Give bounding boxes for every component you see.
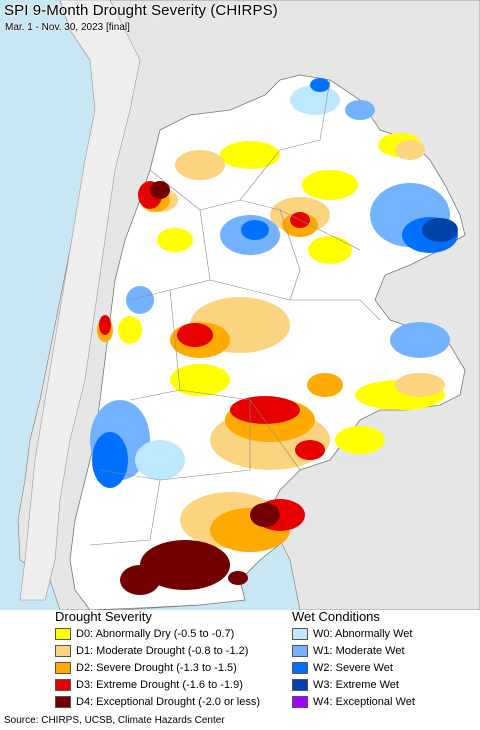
drought-map: SPI 9-Month Drought Severity (CHIRPS) Ma… bbox=[0, 0, 480, 610]
wet-legend-label: W4: Exceptional Wet bbox=[313, 696, 415, 708]
map-subtitle: Mar. 1 - Nov. 30, 2023 [final] bbox=[5, 22, 130, 33]
drought-swatch bbox=[55, 696, 71, 708]
map-canvas bbox=[0, 0, 480, 610]
wet-swatch bbox=[292, 628, 308, 640]
wet-legend-item: W3: Extreme Wet bbox=[292, 678, 399, 692]
drought-patches bbox=[97, 133, 445, 595]
wet-patches bbox=[90, 78, 458, 488]
drought-legend-label: D0: Abnormally Dry (-0.5 to -0.7) bbox=[76, 628, 235, 640]
wet-legend-item: W1: Moderate Wet bbox=[292, 644, 405, 658]
wet-swatch bbox=[292, 679, 308, 691]
drought-legend-item: D4: Exceptional Drought (-2.0 or less) bbox=[55, 695, 260, 709]
wet-swatch bbox=[292, 662, 308, 674]
borders bbox=[89, 79, 400, 546]
wet-legend-item: W0: Abnormally Wet bbox=[292, 627, 412, 641]
chile-strip bbox=[19, 0, 141, 601]
drought-legend-label: D2: Severe Drought (-1.3 to -1.5) bbox=[76, 662, 237, 674]
wet-legend-item: W2: Severe Wet bbox=[292, 661, 393, 675]
drought-legend-label: D4: Exceptional Drought (-2.0 or less) bbox=[76, 696, 261, 708]
wet-swatch bbox=[292, 645, 308, 657]
source-credit: Source: CHIRPS, UCSB, Climate Hazards Ce… bbox=[4, 715, 225, 726]
drought-legend-label: D3: Extreme Drought (-1.6 to -1.9) bbox=[76, 679, 243, 691]
drought-legend-item: D1: Moderate Drought (-0.8 to -1.2) bbox=[55, 644, 248, 658]
drought-legend-item: D0: Abnormally Dry (-0.5 to -0.7) bbox=[55, 627, 234, 641]
wet-legend-label: W3: Extreme Wet bbox=[313, 679, 399, 691]
wet-legend-item: W4: Exceptional Wet bbox=[292, 695, 415, 709]
wet-swatch bbox=[292, 696, 308, 708]
drought-swatch bbox=[55, 628, 71, 640]
wet-legend-label: W1: Moderate Wet bbox=[313, 645, 405, 657]
drought-legend-item: D3: Extreme Drought (-1.6 to -1.9) bbox=[55, 678, 243, 692]
drought-legend-item: D2: Severe Drought (-1.3 to -1.5) bbox=[55, 661, 237, 675]
wet-conditions-heading: Wet Conditions bbox=[292, 609, 380, 624]
wet-legend-label: W2: Severe Wet bbox=[313, 662, 393, 674]
drought-severity-heading: Drought Severity bbox=[55, 609, 152, 624]
map-title: SPI 9-Month Drought Severity (CHIRPS) bbox=[4, 2, 278, 19]
drought-swatch bbox=[55, 679, 71, 691]
drought-legend-label: D1: Moderate Drought (-0.8 to -1.2) bbox=[76, 645, 249, 657]
drought-swatch bbox=[55, 662, 71, 674]
wet-legend-label: W0: Abnormally Wet bbox=[313, 628, 413, 640]
drought-swatch bbox=[55, 645, 71, 657]
